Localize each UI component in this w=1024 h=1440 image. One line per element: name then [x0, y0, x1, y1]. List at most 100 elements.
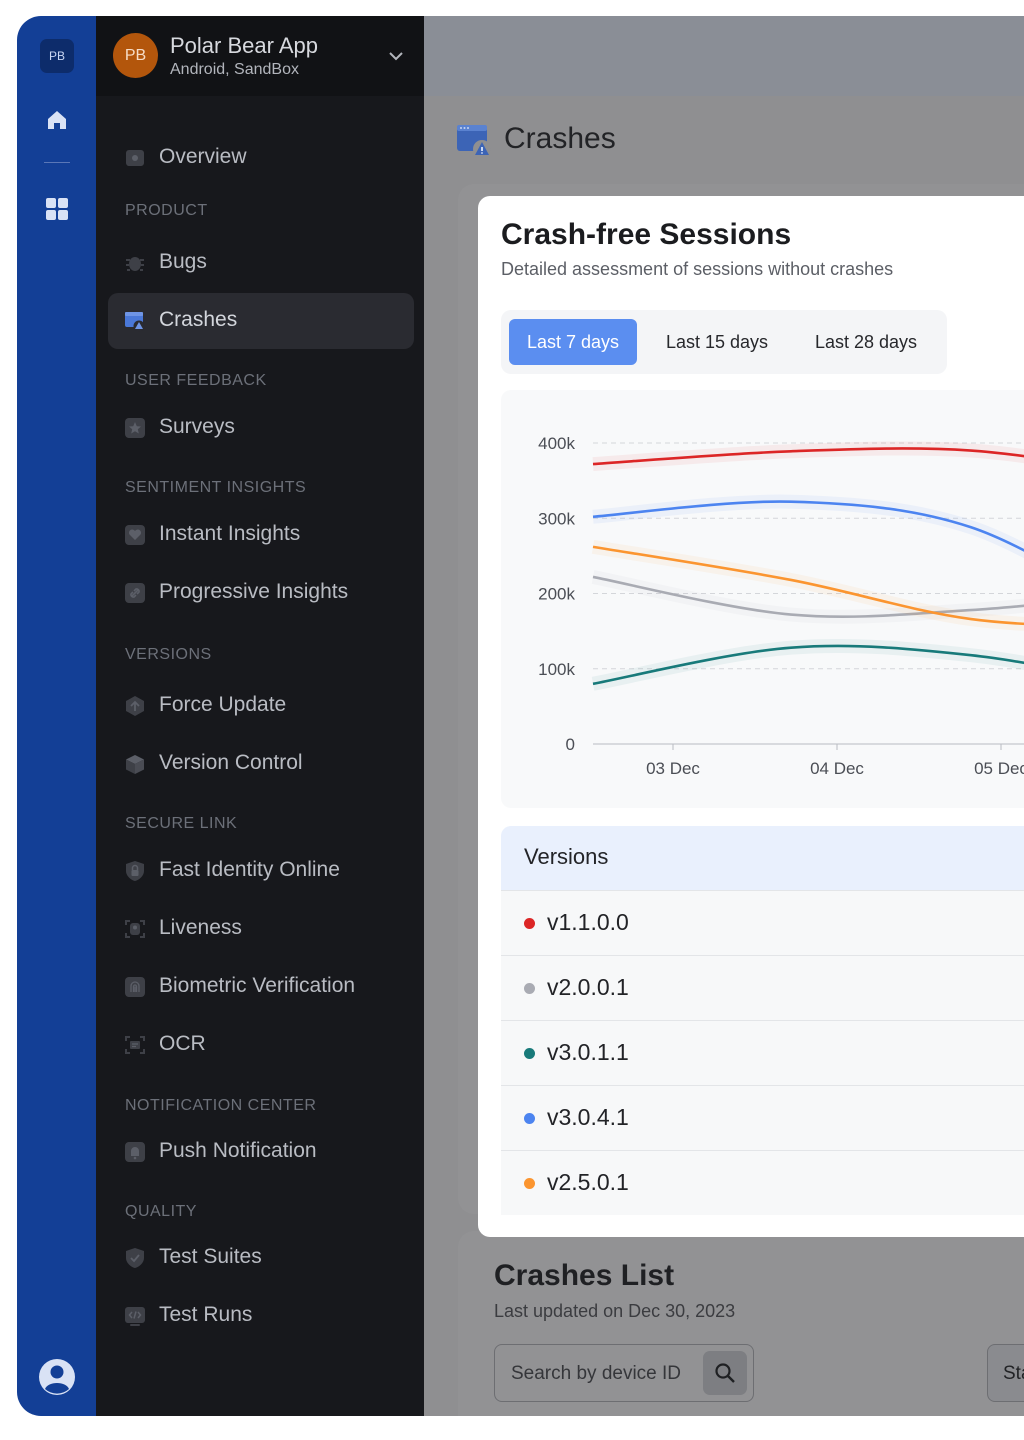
sidebar-item-label: Bugs — [159, 250, 207, 273]
x-tick-label: 04 Dec — [810, 759, 864, 778]
fingerprint-icon — [125, 977, 145, 997]
sidebar-item-force-update[interactable]: Force Update — [108, 678, 414, 734]
sidebar-item-progressive-insights[interactable]: Progressive Insights — [108, 565, 414, 621]
link-icon — [125, 583, 145, 603]
crashes-list-title: Crashes List — [494, 1259, 675, 1292]
search-input[interactable]: Search by device ID — [494, 1344, 754, 1402]
tab-last-15-days[interactable]: Last 15 days — [665, 331, 769, 352]
app-name: Polar Bear App — [170, 33, 318, 58]
upload-icon — [126, 696, 144, 716]
series-color-dot — [524, 1178, 535, 1189]
series-line — [592, 644, 1024, 686]
icon-rail: PB — [17, 16, 96, 1416]
version-label: v1.1.0.0 — [547, 909, 629, 935]
app-switcher[interactable]: PB Polar Bear App Android, SandBox — [96, 16, 424, 96]
chart-svg: 0 100k 200k 300k 400k 03 Dec 04 Dec 05 Dec — [538, 434, 1024, 778]
section-notification-center: NOTIFICATION CENTER — [125, 1097, 317, 1114]
code-icon — [125, 1307, 145, 1326]
sidebar: PB Polar Bear App Android, SandBox Overv… — [96, 16, 424, 1416]
versions-legend: Versions v1.1.0.0 v2.0.0.1 v3.0.1.1 v3.0… — [501, 826, 1024, 1216]
series-line — [592, 447, 1024, 466]
sidebar-item-label: Instant Insights — [159, 522, 301, 545]
sidebar-item-label: Liveness — [159, 916, 242, 939]
series-color-dot — [524, 1113, 535, 1124]
app-avatar: PB — [113, 33, 158, 78]
search-icon — [715, 1363, 735, 1383]
sidebar-item-test-runs[interactable]: Test Runs — [108, 1288, 414, 1344]
section-sentiment-insights: SENTIMENT INSIGHTS — [125, 479, 307, 496]
section-user-feedback: USER FEEDBACK — [125, 372, 267, 389]
sidebar-item-fast-identity-online[interactable]: Fast Identity Online — [108, 843, 414, 899]
version-row[interactable]: v1.1.0.0 — [501, 890, 1024, 955]
scan-icon — [125, 1036, 145, 1054]
crash-icon — [457, 125, 491, 158]
y-tick-label: 300k — [538, 509, 575, 528]
sidebar-item-instant-insights[interactable]: Instant Insights — [108, 507, 414, 563]
version-row[interactable]: v3.0.1.1 — [501, 1020, 1024, 1085]
sidebar-item-label: Biometric Verification — [159, 974, 356, 997]
version-row[interactable]: v3.0.4.1 — [501, 1085, 1024, 1150]
tab-last-28-days[interactable]: Last 28 days — [814, 331, 918, 352]
sidebar-item-label: Version Control — [159, 751, 303, 774]
sidebar-item-bugs[interactable]: Bugs — [108, 235, 414, 291]
heart-icon — [125, 525, 145, 545]
lock-shield-icon — [126, 861, 144, 881]
user-avatar-icon[interactable] — [38, 1358, 76, 1396]
y-tick-label: 200k — [538, 585, 575, 604]
sidebar-item-overview[interactable]: Overview — [108, 130, 414, 186]
chevron-down-icon[interactable] — [388, 50, 404, 62]
shield-check-icon — [126, 1248, 144, 1268]
app-platform: Android, SandBox — [170, 61, 299, 78]
sidebar-item-crashes[interactable]: Crashes — [108, 293, 414, 349]
sidebar-item-label: Overview — [159, 145, 247, 168]
x-tick-label: 03 Dec — [646, 759, 700, 778]
section-quality: QUALITY — [125, 1203, 197, 1220]
apps-grid-icon[interactable] — [45, 197, 69, 221]
range-tabs: Last 7 days Last 15 days Last 28 days — [501, 310, 947, 374]
version-label: v3.0.1.1 — [547, 1039, 629, 1065]
versions-header: Versions — [501, 826, 1024, 890]
sidebar-item-label: Crashes — [159, 308, 238, 331]
status-filter-label: Sta — [1003, 1363, 1024, 1384]
home-icon[interactable] — [45, 108, 69, 132]
sidebar-item-test-suites[interactable]: Test Suites — [108, 1230, 414, 1286]
series-glow — [592, 441, 1024, 472]
status-filter-button[interactable]: Sta — [987, 1344, 1024, 1402]
workspace-badge[interactable]: PB — [40, 39, 74, 73]
series-color-dot — [524, 1048, 535, 1059]
box-icon — [126, 755, 144, 774]
sidebar-item-label: Progressive Insights — [159, 580, 349, 603]
sidebar-item-biometric-verification[interactable]: Biometric Verification — [108, 959, 414, 1015]
section-product: PRODUCT — [125, 202, 208, 219]
sidebar-item-ocr[interactable]: OCR — [108, 1017, 414, 1073]
sidebar-item-label: Test Suites — [159, 1245, 262, 1268]
y-tick-label: 0 — [566, 735, 575, 754]
version-label: v2.5.0.1 — [547, 1169, 629, 1195]
search-button[interactable] — [703, 1351, 747, 1395]
series-line — [592, 575, 1024, 619]
overview-icon — [126, 150, 144, 166]
crash-icon — [125, 312, 145, 332]
sidebar-item-label: Fast Identity Online — [159, 858, 340, 881]
search-placeholder: Search by device ID — [511, 1363, 682, 1384]
crash-free-sessions-modal: Crash-free Sessions Detailed assessment … — [478, 196, 1024, 1237]
sessions-chart: 0 100k 200k 300k 400k 03 Dec 04 Dec 05 Dec — [501, 390, 1024, 808]
version-row[interactable]: v2.0.0.1 — [501, 955, 1024, 1020]
series-color-dot — [524, 983, 535, 994]
series-color-dot — [524, 918, 535, 929]
versions-header-label: Versions — [524, 844, 609, 869]
sidebar-item-push-notification[interactable]: Push Notification — [108, 1124, 414, 1180]
y-tick-label: 100k — [538, 660, 575, 679]
tab-last-7-days[interactable]: Last 7 days — [509, 319, 637, 365]
star-icon — [125, 418, 145, 438]
sidebar-item-liveness[interactable]: Liveness — [108, 901, 414, 957]
version-row[interactable]: v2.5.0.1 — [501, 1150, 1024, 1215]
series-line — [592, 545, 1024, 626]
bell-icon — [125, 1142, 145, 1162]
sidebar-item-surveys[interactable]: Surveys — [108, 400, 414, 456]
series-glow — [591, 638, 1024, 691]
crashes-list-updated: Last updated on Dec 30, 2023 — [494, 1301, 736, 1321]
sidebar-item-version-control[interactable]: Version Control — [108, 736, 414, 792]
section-versions: VERSIONS — [125, 646, 212, 663]
sidebar-item-label: Force Update — [159, 693, 287, 716]
